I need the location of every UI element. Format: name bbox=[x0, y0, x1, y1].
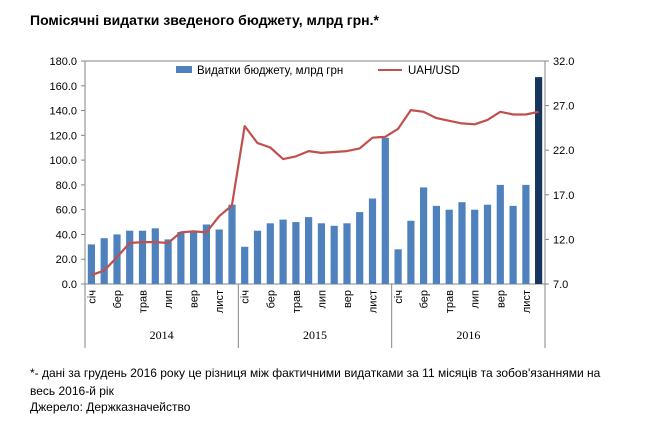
bar bbox=[445, 209, 453, 284]
month-label: лип bbox=[163, 290, 175, 309]
bar bbox=[343, 223, 351, 284]
month-label: лип bbox=[470, 290, 482, 309]
month-label: лист bbox=[214, 290, 226, 313]
x-axis: січ бер трав лип вер лист січ бер трав лип вер лист… bbox=[84, 284, 546, 348]
bar bbox=[368, 198, 377, 284]
month-label: лип bbox=[316, 290, 328, 309]
month-label: трав bbox=[138, 290, 150, 313]
left-tick-label: 20.0 bbox=[56, 254, 77, 266]
bar bbox=[266, 223, 274, 284]
bar bbox=[202, 224, 210, 284]
bar bbox=[394, 249, 402, 284]
bar bbox=[190, 232, 198, 284]
bar bbox=[496, 184, 504, 284]
bar bbox=[177, 232, 185, 284]
right-tick-label: 27.0 bbox=[553, 101, 574, 113]
right-tick-label: 12.0 bbox=[553, 234, 574, 246]
exchange-rate-line bbox=[91, 108, 539, 277]
legend-line-label: UAH/USD bbox=[408, 65, 460, 77]
bar bbox=[215, 229, 223, 284]
legend-bar-label: Видатки бюджету, млрд грн bbox=[197, 65, 343, 77]
bar bbox=[279, 219, 287, 284]
left-tick-label: 100.0 bbox=[49, 155, 77, 167]
month-label: бер bbox=[112, 290, 124, 308]
bar bbox=[407, 220, 415, 284]
source-note: Джерело: Держказначейство bbox=[30, 400, 191, 414]
chart-title: Помісячні видатки зведеного бюджету, млр… bbox=[30, 12, 379, 28]
bar bbox=[253, 230, 262, 284]
month-label: трав bbox=[444, 290, 456, 313]
bar bbox=[292, 222, 300, 284]
bar bbox=[535, 77, 543, 284]
bar bbox=[420, 187, 428, 284]
right-tick-label: 32.0 bbox=[553, 56, 574, 68]
footnote: *- дані за грудень 2016 року це різниця … bbox=[30, 366, 601, 398]
bar bbox=[483, 204, 492, 284]
bar bbox=[509, 205, 517, 284]
bar bbox=[381, 137, 389, 284]
month-label: вер bbox=[189, 290, 201, 308]
bar bbox=[126, 230, 134, 284]
legend: Видатки бюджету, млрд грн UAH/USD bbox=[176, 65, 460, 77]
bar bbox=[241, 246, 249, 284]
bar bbox=[317, 223, 325, 284]
bar bbox=[471, 209, 479, 284]
left-tick-label: 180.0 bbox=[49, 56, 77, 68]
left-tick-label: 60.0 bbox=[56, 205, 77, 217]
month-label: вер bbox=[495, 290, 507, 308]
bar bbox=[87, 244, 95, 284]
bar bbox=[522, 184, 530, 284]
bar bbox=[356, 212, 364, 284]
bar bbox=[151, 228, 159, 285]
plot-border bbox=[84, 60, 546, 285]
month-label: січ bbox=[240, 290, 252, 304]
bar bbox=[113, 234, 121, 284]
line-series bbox=[91, 108, 539, 277]
left-tick-label: 80.0 bbox=[56, 180, 77, 192]
year-label: 2015 bbox=[303, 328, 327, 342]
month-label: січ bbox=[393, 290, 405, 304]
month-label: лист bbox=[368, 290, 380, 313]
bar-series bbox=[87, 77, 543, 285]
right-axis: 7.0 12.0 17.0 22.0 27.0 32.0 bbox=[545, 56, 574, 291]
legend-bar-swatch bbox=[176, 66, 192, 73]
month-label: трав bbox=[291, 290, 303, 313]
left-tick-label: 120.0 bbox=[49, 130, 77, 142]
month-label: січ bbox=[86, 290, 98, 304]
chart: 0.0 20.0 40.0 60.0 80.0 100.0 120.0 140.0 160.0 1… bbox=[49, 56, 574, 348]
month-label: вер bbox=[342, 290, 354, 308]
left-axis: 0.0 20.0 40.0 60.0 80.0 100.0 120.0 140.0 160.0 1… bbox=[49, 56, 85, 291]
month-label: бер bbox=[265, 290, 277, 308]
left-tick-label: 160.0 bbox=[49, 81, 77, 93]
bar bbox=[330, 225, 338, 284]
right-tick-label: 17.0 bbox=[553, 190, 574, 202]
bar bbox=[305, 217, 313, 284]
month-label: бер bbox=[419, 290, 431, 308]
plot-area bbox=[84, 60, 546, 285]
bar bbox=[164, 239, 172, 284]
bar bbox=[458, 202, 466, 284]
left-tick-label: 40.0 bbox=[56, 229, 77, 241]
right-tick-label: 7.0 bbox=[553, 279, 568, 291]
left-tick-label: 140.0 bbox=[49, 106, 77, 118]
bar bbox=[138, 230, 147, 284]
right-tick-label: 22.0 bbox=[553, 145, 574, 157]
left-tick-label: 0.0 bbox=[62, 279, 77, 291]
bar bbox=[432, 205, 440, 284]
bar bbox=[100, 238, 108, 284]
month-label: лист bbox=[521, 290, 533, 313]
bar bbox=[228, 204, 236, 284]
year-label: 2014 bbox=[150, 328, 174, 342]
year-label: 2016 bbox=[456, 328, 480, 342]
